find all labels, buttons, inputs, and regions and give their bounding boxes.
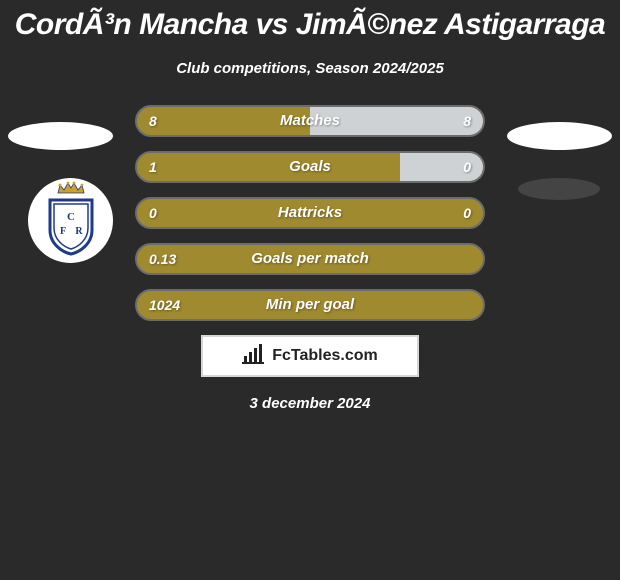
stat-row: 1Goals0 bbox=[0, 151, 620, 183]
stat-bar-track: 1Goals0 bbox=[135, 151, 485, 183]
stat-label: Matches bbox=[137, 107, 483, 135]
stat-label: Min per goal bbox=[137, 291, 483, 319]
stat-bar-track: 8Matches8 bbox=[135, 105, 485, 137]
stat-bar-track: 0Hattricks0 bbox=[135, 197, 485, 229]
date-line: 3 december 2024 bbox=[0, 395, 620, 412]
stat-label: Goals per match bbox=[137, 245, 483, 273]
stat-row: 1024Min per goal bbox=[0, 289, 620, 321]
stat-right-value: 0 bbox=[463, 153, 471, 181]
bar-chart-icon bbox=[242, 344, 266, 369]
stat-row: 0.13Goals per match bbox=[0, 243, 620, 275]
stat-row: 8Matches8 bbox=[0, 105, 620, 137]
stat-row: 0Hattricks0 bbox=[0, 197, 620, 229]
page-title: CordÃ³n Mancha vs JimÃ©nez Astigarraga bbox=[0, 0, 620, 42]
brand-box[interactable]: FcTables.com bbox=[201, 335, 419, 377]
stat-bar-track: 1024Min per goal bbox=[135, 289, 485, 321]
stats-comparison-list: 8Matches81Goals00Hattricks00.13Goals per… bbox=[0, 105, 620, 321]
stat-label: Goals bbox=[137, 153, 483, 181]
stat-label: Hattricks bbox=[137, 199, 483, 227]
subtitle: Club competitions, Season 2024/2025 bbox=[0, 60, 620, 77]
brand-text: FcTables.com bbox=[272, 347, 378, 365]
stat-right-value: 8 bbox=[463, 107, 471, 135]
stat-bar-track: 0.13Goals per match bbox=[135, 243, 485, 275]
stat-right-value: 0 bbox=[463, 199, 471, 227]
